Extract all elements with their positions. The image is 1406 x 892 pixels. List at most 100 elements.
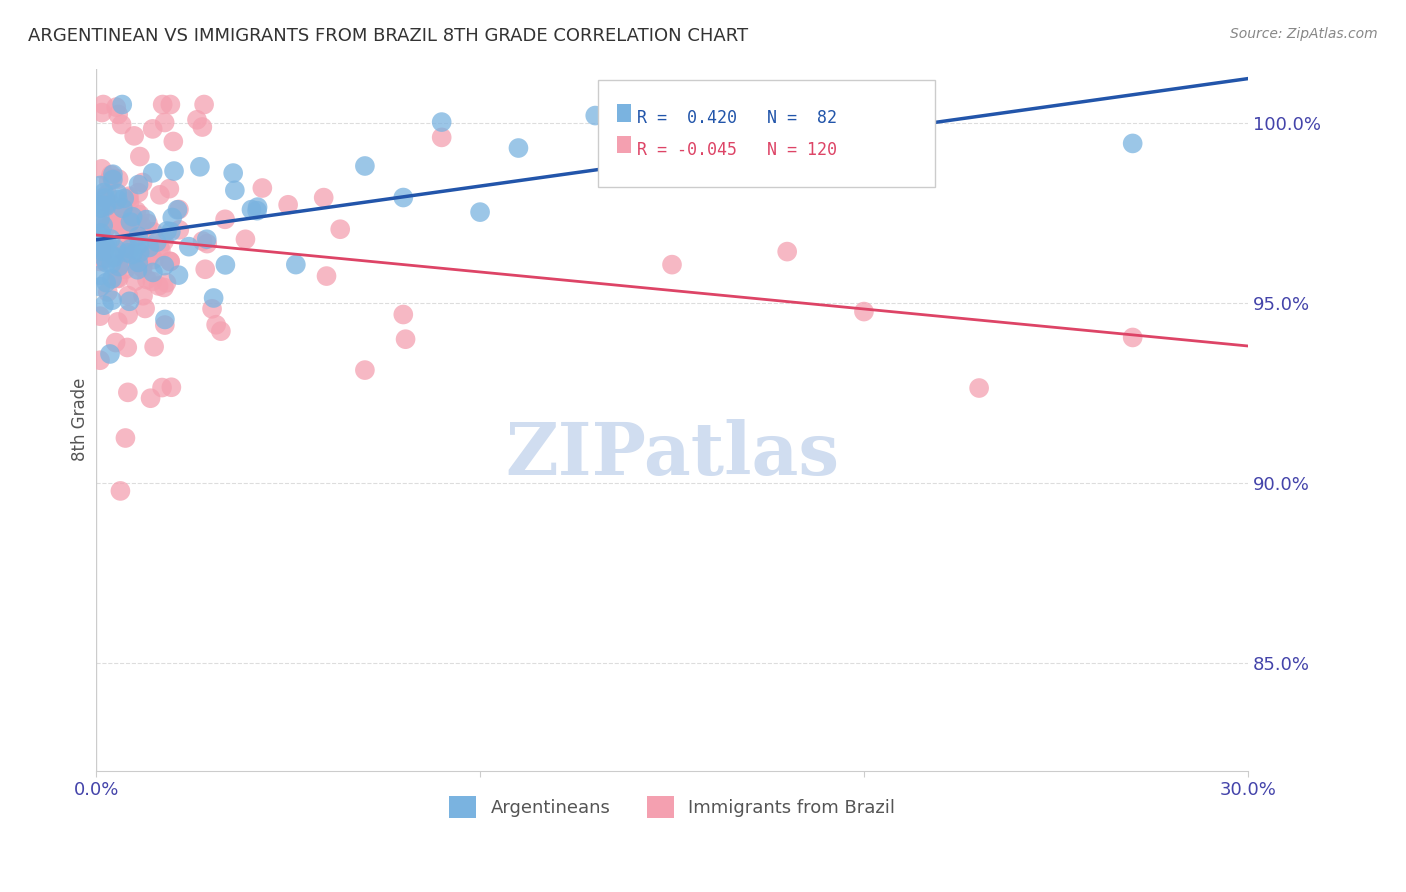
Point (162, 135, 184, 149)
Point (96, 187, 118, 202)
Point (122, 231, 145, 245)
Point (110, 213, 132, 227)
Text: R = -0.045   N = 120: R = -0.045 N = 120 (637, 141, 837, 159)
Point (89, 280, 111, 294)
Point (235, 232, 257, 246)
Point (142, 265, 165, 279)
Point (91, 97, 114, 112)
Point (852, 304, 875, 318)
Point (583, 109, 606, 123)
Point (166, 202, 188, 217)
Point (93, 186, 115, 200)
Point (142, 252, 165, 267)
Point (139, 247, 162, 261)
Point (100, 197, 122, 211)
Point (153, 115, 176, 129)
Point (101, 171, 124, 186)
Point (100, 257, 122, 271)
Point (89, 197, 111, 211)
Point (167, 202, 190, 217)
Point (191, 120, 214, 134)
Text: R =  0.420   N =  82: R = 0.420 N = 82 (637, 109, 837, 127)
Point (101, 217, 124, 231)
Point (115, 257, 138, 271)
Point (89, 309, 111, 323)
Point (107, 271, 129, 285)
Point (103, 249, 125, 263)
Point (195, 232, 218, 246)
Point (105, 100, 128, 114)
Point (159, 254, 181, 268)
Point (107, 172, 129, 186)
Point (138, 250, 160, 264)
Point (354, 159, 377, 173)
Point (111, 118, 134, 132)
Point (153, 235, 176, 249)
Point (96, 276, 118, 290)
Point (128, 178, 150, 192)
Point (94, 220, 117, 235)
Point (191, 234, 214, 248)
Point (136, 217, 159, 231)
Text: Source: ZipAtlas.com: Source: ZipAtlas.com (1230, 27, 1378, 41)
Point (394, 332, 416, 346)
Point (103, 251, 125, 265)
Point (149, 243, 172, 257)
Point (329, 222, 352, 236)
Point (117, 308, 139, 322)
Point (105, 243, 128, 257)
Point (105, 186, 128, 201)
Point (108, 260, 131, 274)
Point (117, 385, 139, 400)
Point (114, 217, 136, 231)
Legend: Argentineans, Immigrants from Brazil: Argentineans, Immigrants from Brazil (441, 789, 903, 825)
Point (89, 202, 111, 216)
Point (127, 251, 149, 265)
Point (430, 130, 453, 145)
Point (91, 244, 114, 259)
Point (162, 211, 184, 225)
Point (98, 347, 121, 361)
Point (89, 241, 111, 255)
Point (131, 176, 153, 190)
Point (150, 380, 173, 394)
Point (91, 235, 114, 250)
Point (100, 168, 122, 182)
Point (141, 275, 163, 289)
Point (127, 186, 149, 200)
Point (111, 219, 134, 233)
Point (122, 128, 145, 143)
Point (142, 225, 165, 239)
Point (128, 237, 150, 252)
Point (153, 318, 176, 332)
Point (125, 203, 148, 218)
Point (124, 274, 146, 288)
Point (160, 380, 183, 394)
Point (105, 271, 128, 285)
Point (430, 115, 453, 129)
Point (110, 256, 132, 270)
Point (148, 240, 170, 254)
Point (128, 245, 150, 260)
Point (209, 324, 232, 338)
Point (160, 225, 183, 239)
Point (114, 431, 136, 445)
Point (127, 255, 149, 269)
Point (202, 291, 225, 305)
Point (107, 107, 129, 121)
Point (93, 190, 115, 204)
Point (127, 229, 149, 244)
Point (284, 258, 307, 272)
Point (112, 191, 135, 205)
Point (146, 235, 169, 249)
Point (967, 381, 990, 395)
Point (101, 172, 124, 186)
Point (110, 208, 132, 222)
Point (193, 97, 215, 112)
Point (195, 236, 218, 251)
Point (118, 242, 141, 256)
Point (101, 293, 124, 308)
Point (96, 199, 118, 213)
Point (107, 203, 129, 218)
Point (392, 308, 415, 322)
